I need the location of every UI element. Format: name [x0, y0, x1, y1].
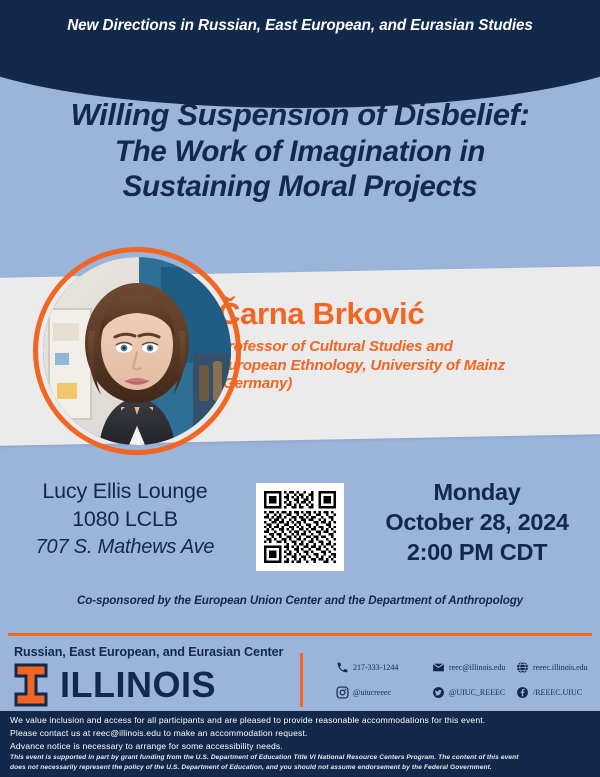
venue-room: 1080 LCLB	[72, 506, 178, 531]
contact-line-2: @uiucreeec @UIUC_REEEC /REEEC.UIUC	[336, 680, 600, 705]
accessibility-band	[0, 711, 600, 777]
phone-icon	[336, 661, 349, 674]
speaker-name: Čarna Brković	[218, 296, 425, 331]
event-date: October 28, 2024	[385, 508, 569, 535]
twitter-icon	[432, 686, 445, 699]
unit-name: Russian, East European, and Eurasian Cen…	[14, 645, 284, 659]
grant-line-2: does not necessarily represent the polic…	[10, 763, 492, 771]
title-line-3: Sustaining Moral Projects	[122, 170, 478, 204]
footer-divider	[8, 633, 592, 636]
contact-instagram[interactable]: @uiucreeec	[336, 686, 432, 699]
title-line-2: The Work of Imagination in	[114, 134, 486, 168]
facebook-handle: /REEEC.UIUC	[533, 688, 583, 697]
accessibility-line-1: We value inclusion and access for all pa…	[10, 715, 486, 725]
speaker-role-line-1: Professor of Cultural Studies and	[218, 338, 453, 356]
phone-number: 217-333-1244	[353, 663, 399, 672]
accessibility-line-2: Please contact us at reec@illinois.edu t…	[10, 728, 308, 739]
qr-code[interactable]	[256, 483, 344, 571]
email-address: reec@illinois.edu	[449, 663, 506, 672]
speaker-role: Professor of Cultural Studies and Europe…	[218, 338, 590, 394]
portrait-image	[43, 257, 231, 445]
contact-line-1: 217-333-1244 reec@illinois.edu reeec.ill…	[336, 655, 600, 680]
qr-code-image	[264, 491, 336, 563]
venue-address: 707 S. Mathews Ave	[35, 535, 215, 558]
speaker-role-line-3: (Germany)	[218, 375, 293, 393]
contact-twitter[interactable]: @UIUC_REEEC	[432, 686, 516, 699]
grant-line-1: This event is supported in part by grant…	[10, 754, 519, 761]
contact-facebook[interactable]: /REEEC.UIUC	[516, 686, 600, 699]
speaker-info: Čarna Brković Professor of Cultural Stud…	[218, 296, 590, 394]
contact-website[interactable]: reeec.illinois.edu	[516, 661, 600, 674]
event-datetime: Monday October 28, 2024 2:00 PM CDT	[362, 478, 592, 568]
avatar	[43, 257, 231, 445]
contact-divider	[300, 653, 303, 707]
contact-phone[interactable]: 217-333-1244	[336, 661, 432, 674]
venue-name: Lucy Ellis Lounge	[42, 479, 208, 503]
facebook-icon	[516, 686, 529, 699]
speaker-role-line-2: European Ethnology, University of Mainz	[218, 356, 505, 374]
instagram-icon	[336, 686, 349, 699]
website-url: reeec.illinois.edu	[533, 663, 588, 672]
illinois-wordmark: ILLINOIS	[60, 664, 216, 705]
event-time: 2:00 PM CDT	[406, 538, 548, 565]
cosponsor-note: Co-sponsored by the European Union Cente…	[76, 594, 524, 607]
accessibility-statement: We value inclusion and access for all pa…	[10, 714, 594, 753]
venue-info: Lucy Ellis Lounge 1080 LCLB 707 S. Mathe…	[10, 478, 240, 561]
grant-disclaimer: This event is supported in part by grant…	[10, 753, 594, 773]
page-title: Willing Suspension of Disbelief: The Wor…	[0, 96, 600, 205]
contact-email[interactable]: reec@illinois.edu	[432, 661, 516, 674]
contact-info: 217-333-1244 reec@illinois.edu reeec.ill…	[336, 655, 600, 705]
accessibility-line-3: Advance notice is necessary to arrange f…	[10, 741, 283, 752]
event-day: Monday	[433, 479, 521, 505]
illinois-logo: ILLINOIS	[14, 663, 216, 707]
globe-icon	[516, 661, 529, 674]
block-i-icon	[14, 663, 48, 707]
instagram-handle: @uiucreeec	[353, 688, 392, 697]
series-title: New Directions in Russian, East European…	[67, 17, 533, 34]
twitter-handle: @UIUC_REEEC	[449, 688, 506, 697]
mail-icon	[432, 661, 445, 674]
